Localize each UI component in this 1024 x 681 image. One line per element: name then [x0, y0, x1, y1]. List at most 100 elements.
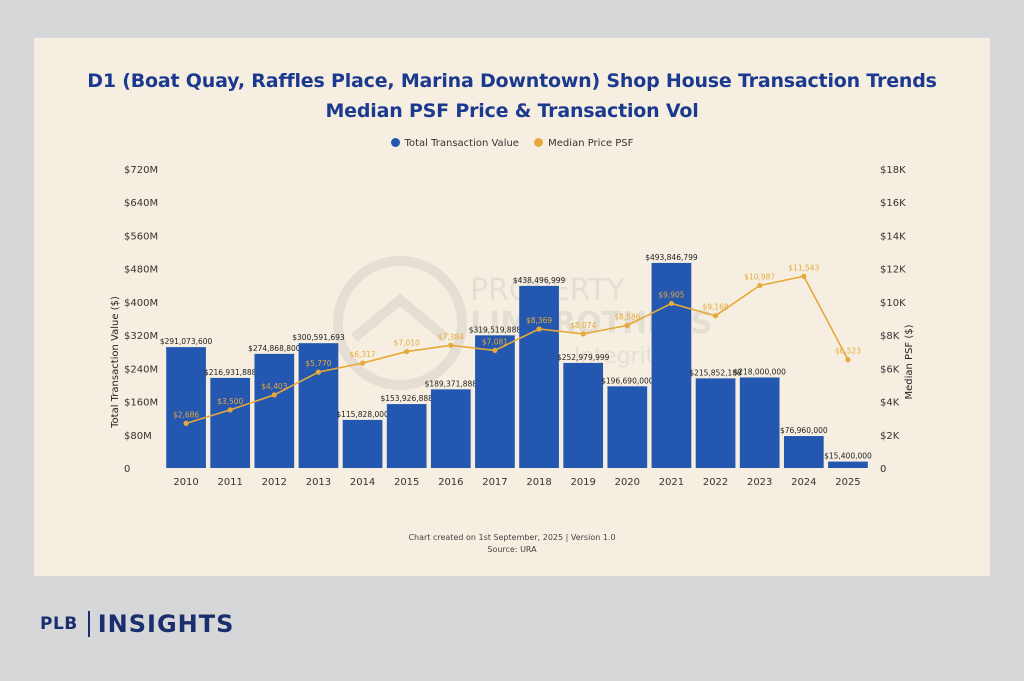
bar-value-label: $76,960,000 [780, 426, 828, 435]
bar [607, 386, 648, 468]
bar-value-label: $218,000,000 [733, 367, 786, 376]
x-tick-label: 2015 [394, 477, 419, 488]
chart-card: D1 (Boat Quay, Raffles Place, Marina Dow… [34, 38, 990, 576]
x-tick-label: 2025 [835, 477, 860, 488]
bar [475, 335, 515, 468]
bar-value-label: $493,846,799 [645, 253, 698, 262]
bar-value-label: $196,690,000 [601, 376, 654, 385]
line-value-label: $11,543 [788, 263, 819, 272]
y-right-tick-label: $6K [880, 364, 900, 375]
line-point [404, 348, 410, 355]
line-value-label: $8,369 [526, 316, 552, 325]
x-tick-label: 2019 [570, 477, 595, 488]
x-tick-label: 2022 [703, 477, 728, 488]
x-tick-label: 2011 [217, 477, 242, 488]
bar-value-label: $15,400,000 [824, 452, 872, 461]
watermark-logo-roof [350, 293, 450, 342]
bar [210, 377, 251, 468]
x-tick-label: 2013 [306, 477, 331, 488]
x-tick-label: 2024 [791, 477, 816, 488]
y-left-tick-label: $160M [124, 398, 158, 409]
bar [563, 362, 604, 468]
bar [386, 404, 427, 468]
line-value-label: $4,403 [261, 382, 287, 391]
line-point [536, 326, 542, 332]
line-value-label: $9,168 [702, 303, 728, 312]
legend-swatch-bars [390, 138, 400, 147]
y-axis-left-label: Total Transaction Value ($) [110, 296, 121, 429]
line-value-label: $3,500 [217, 397, 243, 406]
line-series: $2,686 $3,500 $4,403 $5,770 $6,317 $7,010 $7,3… [173, 263, 861, 426]
x-tick-label: 2020 [615, 477, 640, 488]
legend-item-bars: Total Transaction Value [390, 138, 519, 149]
x-tick-label: 2021 [659, 477, 684, 488]
y-left-tick-label: $400M [124, 298, 158, 309]
bar-series: $291,073,600 $216,931,888 $274,868,800 $300… [160, 253, 872, 468]
watermark-logo-circle [333, 256, 467, 390]
y-left-tick-label: $240M [124, 364, 158, 375]
x-tick-label: 2016 [438, 477, 463, 488]
y-left-tick-label: $480M [124, 265, 158, 276]
y-left-tick-label: $320M [124, 331, 158, 342]
line-point [448, 342, 454, 348]
y-right-tick-label: $10K [880, 298, 906, 309]
line-point [227, 407, 233, 413]
bar-value-label: $438,496,999 [513, 276, 566, 285]
line-point [580, 331, 586, 337]
bar [298, 343, 339, 468]
line-value-label: $7,384 [438, 332, 464, 341]
bar-value-label: $115,828,000 [336, 410, 389, 419]
brand-logo: PLB INSIGHTS [40, 610, 234, 638]
y-right-tick-label: $8K [880, 331, 900, 342]
chart-title: D1 (Boat Quay, Raffles Place, Marina Dow… [87, 70, 937, 92]
y-right-tick-label: $18K [880, 165, 906, 176]
brand-short: PLB [40, 614, 78, 634]
legend-swatch-line [534, 138, 544, 147]
line-point [712, 313, 719, 319]
legend-label-line: Median Price PSF [548, 138, 634, 149]
bar-value-label: $319,519,888 [469, 325, 522, 334]
line-point [492, 347, 498, 353]
y-axis-right-label: Median PSF ($) [904, 324, 915, 399]
chart-legend: Total Transaction Value Median Price PSF [34, 138, 990, 149]
y-left-tick-label: 0 [124, 464, 130, 475]
line-point [359, 360, 366, 366]
x-axis: 2010 2011 2012 2013 2014 2015 2016 2017 2018 2019… [173, 477, 860, 488]
bar [166, 347, 206, 468]
line-value-label: $8,586 [614, 312, 640, 321]
line-point [183, 420, 189, 426]
line-point [624, 322, 630, 328]
line-value-label: $10,987 [744, 272, 775, 281]
bar [651, 262, 692, 468]
line-point [845, 357, 851, 363]
y-left-tick-label: $80M [124, 431, 152, 442]
footer-source: Source: URA [487, 545, 537, 554]
bar [254, 353, 295, 468]
bar [342, 419, 383, 468]
line-value-label: $6,317 [349, 350, 375, 359]
bar-value-label: $215,852,188 [689, 368, 742, 377]
brand-divider [87, 611, 90, 637]
line-value-label: $2,686 [173, 410, 199, 419]
y-axis-right: 0 $2K $4K $6K $8K $10K $12K $14K $16K $18K [880, 165, 906, 475]
bar [783, 436, 824, 468]
bar-value-label: $153,926,888 [380, 394, 433, 403]
y-axis-left: 0 $80M $160M $240M $320M $400M $480M $560M $640M… [124, 165, 158, 475]
line-value-label: $5,770 [305, 359, 331, 368]
legend-item-line: Median Price PSF [534, 138, 633, 149]
x-tick-label: 2023 [747, 477, 772, 488]
line-value-label: $7,081 [482, 337, 508, 346]
bar [739, 377, 780, 468]
bar-value-label: $300,591,693 [292, 333, 345, 342]
x-tick-label: 2012 [262, 477, 287, 488]
line-value-label: $9,905 [658, 290, 684, 299]
y-left-tick-label: $640M [124, 198, 158, 209]
bar [828, 461, 868, 468]
legend-label-bars: Total Transaction Value [404, 138, 519, 149]
bar [519, 285, 559, 468]
x-tick-label: 2018 [526, 477, 551, 488]
line-value-label: $7,010 [394, 339, 420, 348]
bar [695, 378, 736, 468]
x-tick-label: 2010 [173, 477, 198, 488]
bar [430, 389, 471, 468]
